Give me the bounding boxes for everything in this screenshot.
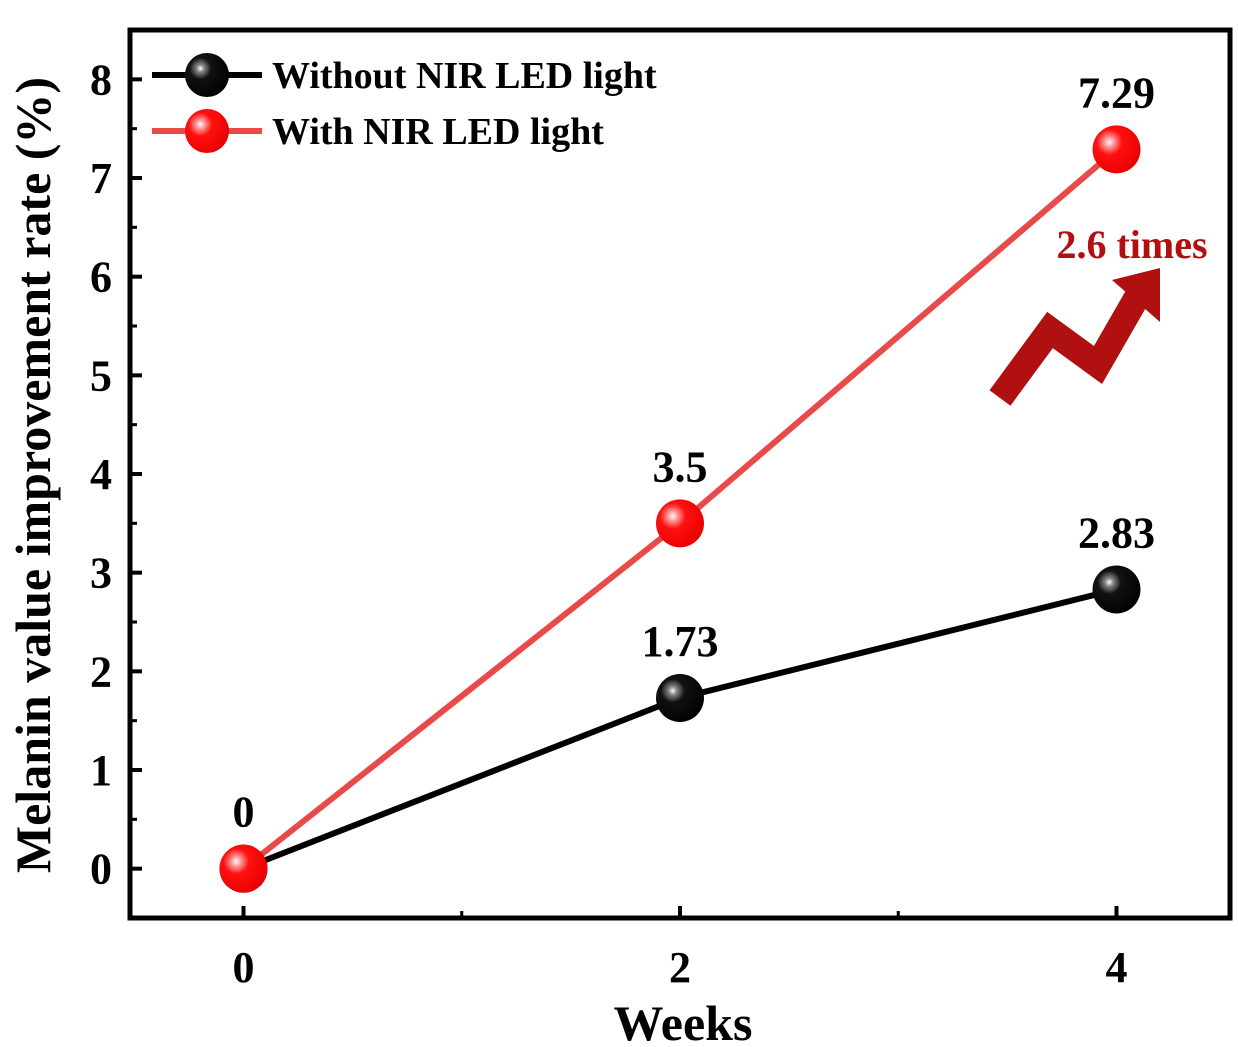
y-tick-label: 2 — [90, 647, 112, 696]
annotation-text: 2.6 times — [1056, 222, 1207, 267]
y-axis-title: Melanin value improvement rate (%) — [5, 77, 61, 873]
plot-area — [219, 125, 1141, 893]
y-tick-label: 8 — [90, 55, 112, 104]
trend-annotation: 2.6 times — [989, 222, 1208, 406]
x-tick-label: 2 — [669, 943, 691, 992]
y-tick-label: 5 — [90, 351, 112, 400]
data-label: 7.29 — [1078, 68, 1155, 117]
data-label: 3.5 — [653, 442, 708, 491]
series-2-point — [656, 499, 704, 548]
data-labels: 1.73 2.83 0 3.5 7.29 — [232, 68, 1155, 836]
legend-marker-2 — [185, 109, 229, 153]
y-tick-label: 4 — [90, 450, 112, 499]
x-tick-label: 0 — [232, 943, 254, 992]
y-tick-label: 7 — [90, 154, 112, 203]
y-tick-label: 6 — [90, 253, 112, 302]
y-tick-label: 1 — [90, 746, 112, 795]
data-label: 0 — [232, 788, 254, 837]
legend-marker-1 — [185, 53, 229, 97]
y-tick-label: 0 — [90, 845, 112, 894]
data-label: 1.73 — [642, 617, 719, 666]
x-tick-label: 4 — [1106, 943, 1128, 992]
series-1-point — [656, 673, 704, 722]
legend: Without NIR LED light With NIR LED light — [152, 53, 657, 153]
series-1-point — [1092, 565, 1141, 614]
data-label: 2.83 — [1078, 508, 1155, 557]
axes: 0 1 2 3 4 5 6 7 8 0 2 4 — [90, 27, 1233, 992]
trend-up-zigzag-arrow-icon — [989, 268, 1160, 406]
series-2-point — [219, 844, 268, 893]
x-axis-title: Weeks — [614, 995, 753, 1047]
series-2-point — [1092, 125, 1141, 174]
legend-label-1: Without NIR LED light — [272, 55, 657, 97]
legend-label-2: With NIR LED light — [272, 111, 604, 153]
y-tick-label: 3 — [90, 549, 112, 598]
